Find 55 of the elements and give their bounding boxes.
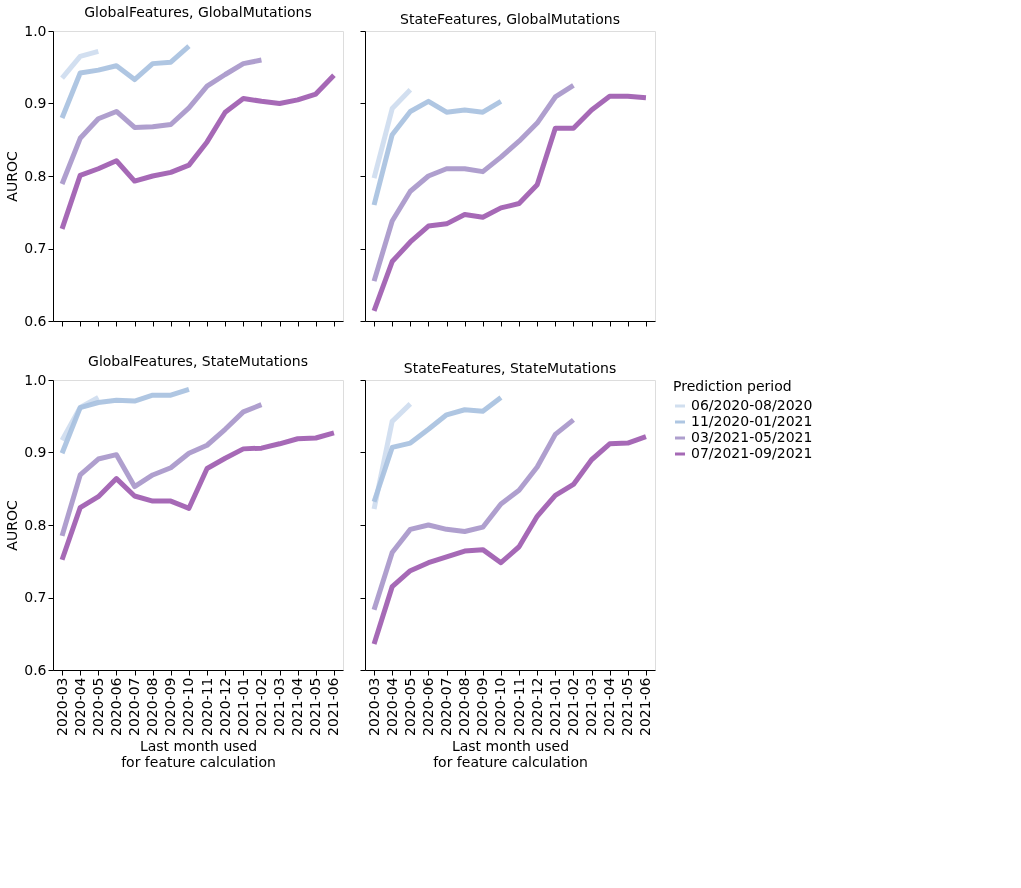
x-tick-label: 2021-05 <box>619 677 636 736</box>
x-tick-label: 2021-02 <box>564 677 581 736</box>
chart-title: StateFeatures, GlobalMutations <box>400 10 620 27</box>
x-tick-label: 2021-03 <box>583 677 600 736</box>
x-tick-label: 2020-03 <box>365 677 382 736</box>
x-tick-label: 2021-03 <box>271 677 288 736</box>
y-tick-label: 0.9 <box>24 95 47 111</box>
y-tick-label: 0.7 <box>24 240 47 256</box>
x-tick-label: 2020-10 <box>180 677 197 736</box>
x-tick-label: 2020-07 <box>126 677 143 736</box>
x-tick-label: 2020-05 <box>89 677 106 736</box>
x-tick-label: 2020-11 <box>510 677 527 736</box>
x-tick-label: 2020-06 <box>107 677 124 736</box>
x-tick-label: 2021-05 <box>307 677 324 736</box>
legend-label: 06/2020-08/2020 <box>691 397 813 413</box>
legend-label: 03/2021-05/2021 <box>691 429 813 445</box>
x-tick-label: 2020-05 <box>401 677 418 736</box>
x-tick-label: 2020-04 <box>71 677 88 736</box>
legend-label: 07/2021-09/2021 <box>691 445 813 461</box>
chart-title: GlobalFeatures, StateMutations <box>88 353 308 369</box>
y-tick-label: 0.6 <box>24 312 47 329</box>
y-axis-title: AUROC <box>4 151 21 202</box>
y-tick-label: 1.0 <box>24 22 47 39</box>
x-tick-label: 2020-10 <box>492 677 509 736</box>
x-tick-label: 2020-08 <box>144 677 161 736</box>
x-axis-title: Last month used for feature calculation <box>121 738 276 770</box>
x-tick-label: 2020-04 <box>383 677 400 736</box>
x-tick-label: 2020-12 <box>528 677 545 736</box>
x-axis-title: Last month used for feature calculation <box>433 738 588 770</box>
y-tick-label: 0.6 <box>24 661 47 678</box>
x-tick-label: 2021-04 <box>289 677 306 736</box>
chart-title: GlobalFeatures, GlobalMutations <box>84 4 312 20</box>
y-tick-label: 1.0 <box>24 371 47 388</box>
x-tick-label: 2021-06 <box>637 677 654 736</box>
legend-label: 11/2020-01/2021 <box>691 413 813 429</box>
x-tick-label: 2021-01 <box>234 677 251 736</box>
y-tick-label: 0.8 <box>24 167 47 184</box>
x-tick-label: 2020-06 <box>419 677 436 736</box>
x-tick-label: 2020-03 <box>53 677 70 736</box>
y-axis-title: AUROC <box>4 500 21 551</box>
y-tick-label: 0.9 <box>24 444 47 460</box>
y-tick-label: 0.8 <box>24 516 47 533</box>
y-tick-label: 0.7 <box>24 589 47 605</box>
x-tick-label: 2021-06 <box>325 677 342 736</box>
x-tick-label: 2020-11 <box>198 677 215 736</box>
x-tick-label: 2020-09 <box>162 677 179 736</box>
x-tick-label: 2020-09 <box>474 677 491 736</box>
x-tick-label: 2021-02 <box>252 677 269 736</box>
x-tick-label: 2020-08 <box>456 677 473 736</box>
x-tick-label: 2021-01 <box>546 677 563 736</box>
x-tick-label: 2021-04 <box>601 677 618 736</box>
x-tick-label: 2020-07 <box>438 677 455 736</box>
legend-title: Prediction period <box>673 378 792 394</box>
x-tick-label: 2020-12 <box>216 677 233 736</box>
chart-title: StateFeatures, StateMutations <box>403 359 617 376</box>
